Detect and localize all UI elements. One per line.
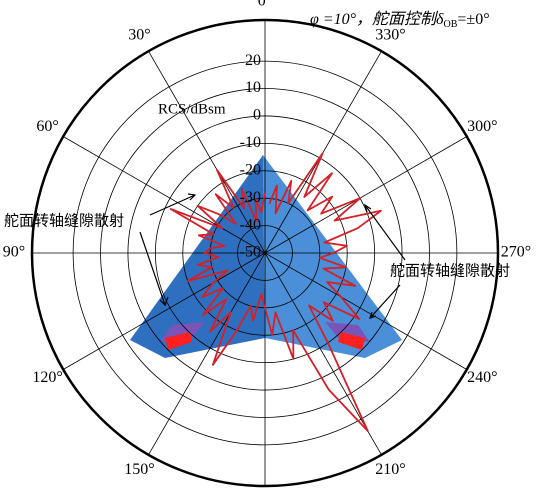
- x-tick-label: 330°: [375, 26, 405, 43]
- chart-title: φ =10°，舵面控制δOB=±0°: [310, 10, 490, 31]
- spoke: [265, 137, 467, 254]
- y-tick-label: -30: [240, 189, 261, 206]
- x-tick-label: 150°: [124, 461, 154, 478]
- x-tick-label: 90°: [3, 244, 25, 261]
- annotation: 舵面转轴缝隙散射: [390, 262, 510, 279]
- arrow: [365, 205, 405, 260]
- y-tick-label: -20: [240, 161, 261, 178]
- x-tick-label: 270°: [501, 244, 531, 261]
- title-sub: OB: [444, 19, 458, 30]
- y-tick-label: -40: [240, 216, 261, 233]
- y-tick-label: 20: [245, 52, 261, 69]
- x-tick-label: 30°: [128, 26, 150, 43]
- arrow: [370, 285, 400, 318]
- arrow: [140, 232, 165, 305]
- y-tick-label: 10: [245, 79, 261, 96]
- y-tick-label: -10: [240, 134, 261, 151]
- x-tick-label: 210°: [375, 461, 405, 478]
- grid: [32, 20, 498, 486]
- title-tail: =±0°: [457, 11, 489, 28]
- arrow: [150, 195, 195, 215]
- chart: -50-40-30-20-10010200°30°60°90°120°150°1…: [0, 0, 544, 494]
- x-tick-label: 60°: [36, 118, 58, 135]
- x-tick-label: 120°: [32, 369, 62, 386]
- aircraft: [130, 155, 402, 358]
- x-tick-label: 240°: [467, 369, 497, 386]
- y-tick-label: -50: [240, 244, 261, 261]
- radial-axis-label: RCS/dBsm: [158, 101, 226, 117]
- annotation: 舵面转轴缝隙散射: [4, 212, 124, 229]
- y-tick-label: 0: [253, 107, 261, 124]
- title-main: φ =10°，舵面控制δ: [310, 10, 444, 28]
- x-tick-label: 300°: [467, 118, 497, 135]
- x-tick-label: 0°: [258, 0, 272, 10]
